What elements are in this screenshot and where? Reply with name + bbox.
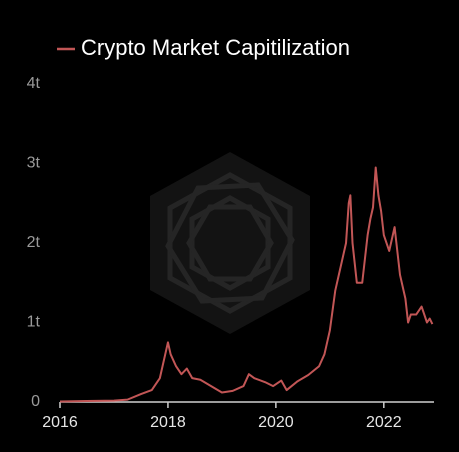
x-tick-label: 2022 [366, 414, 402, 431]
y-tick-label: 1t [27, 314, 41, 331]
y-tick-label: 2t [27, 234, 41, 251]
watermark [150, 152, 310, 334]
x-tick-label: 2018 [150, 414, 186, 431]
series-line [59, 166, 434, 403]
x-tick-label: 2020 [258, 414, 294, 431]
y-tick-label: 0 [31, 393, 40, 410]
x-tick-label: 2016 [42, 414, 78, 431]
y-tick-label: 4t [27, 75, 41, 92]
legend-label: Crypto Market Capitilization [81, 35, 350, 60]
y-tick-label: 3t [27, 155, 41, 172]
